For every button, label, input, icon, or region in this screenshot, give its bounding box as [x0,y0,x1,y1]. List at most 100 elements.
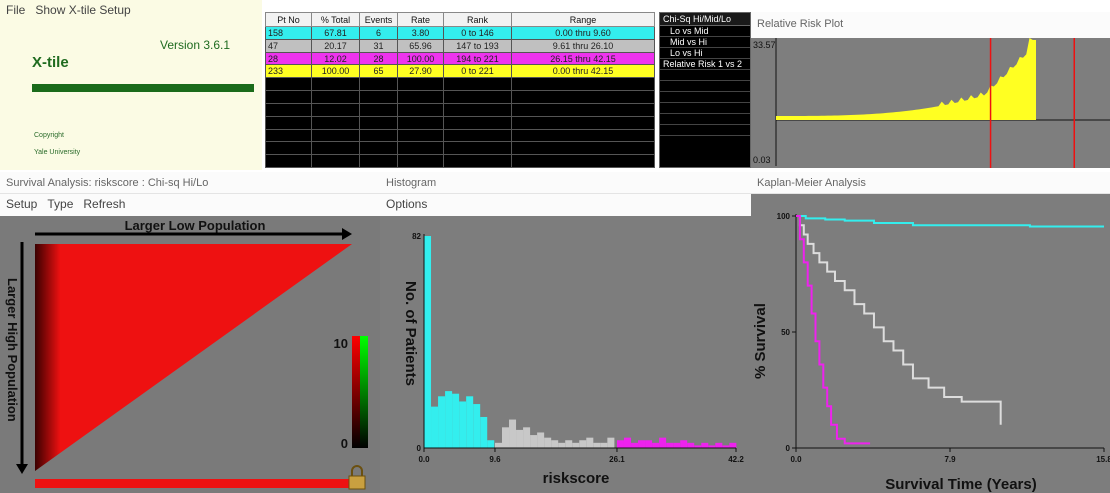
cell-events: 28 [359,51,398,66]
histogram-bar [715,442,723,448]
university-label: Yale University [34,149,81,156]
menu-type[interactable]: Type [47,197,74,211]
histogram-bar [607,437,615,448]
histogram-bar [694,445,702,448]
table-row[interactable]: 28 12.02 28 100.00 194 to 221 26.15 thru… [265,51,655,66]
km-survival-curves [796,215,1104,445]
cell-pt-no: 47 [265,38,312,53]
cell-rank: 0 to 221 [443,64,512,79]
col-pct-total[interactable]: % Total [311,12,360,27]
app-panel: File Show X-tile Setup Version 3.6.1 X-t… [0,0,262,170]
xtile-triangle-plot[interactable]: Larger Low Population Larger High Popula… [0,216,380,493]
col-rank[interactable]: Rank [443,12,512,27]
cell-range: 0.00 thru 42.15 [511,64,655,79]
km-y-tick-label: 0 [786,444,791,453]
cell-rank: 147 to 193 [443,38,512,53]
relative-risk-plot[interactable]: 33.57 0.03 [751,38,1110,168]
relative-risk-window: Relative Risk Plot 33.57 0.03 [751,12,1110,168]
bottom-slider-bar[interactable] [35,479,350,488]
histogram-bar [544,437,552,448]
cell-pt-no: 28 [265,51,312,66]
survival-analysis-window: Survival Analysis: riskscore : Chi-sq Hi… [0,172,380,493]
cell-events: 6 [359,26,398,40]
histogram-bar [652,442,660,448]
histogram-menu: Options [380,194,751,216]
km-header: Kaplan-Meier Analysis [751,172,1110,194]
histogram-bar [666,442,674,448]
histogram-plot[interactable]: 0.0 9.6 26.1 42.2 0 82 No. of Patients risksc… [380,216,751,493]
histogram-bar [708,445,716,448]
col-range[interactable]: Range [511,12,655,27]
rr-ymin-label: 0.03 [753,155,771,165]
chi-item-lo-vs-mid[interactable]: Lo vs Mid [660,26,750,37]
menu-options[interactable]: Options [386,197,428,211]
xtile-triangle[interactable] [35,244,352,471]
population-table: Pt No % Total Events Rate Rank Range 158… [265,12,655,168]
survival-menu: Setup Type Refresh [0,194,380,216]
chi-item-mid-vs-hi[interactable]: Mid vs Hi [660,37,750,48]
cell-rate: 65.96 [397,38,444,53]
cell-rate: 27.90 [397,64,444,79]
hist-y-tick-label: 0 [417,444,422,453]
histogram-bar [431,406,439,448]
app-title: X-tile [32,54,69,71]
col-pt-no[interactable]: Pt No [265,12,312,27]
histogram-bar [623,437,632,448]
histogram-bar [680,440,688,448]
table-row[interactable]: 47 20.17 31 65.96 147 to 193 9.61 thru 2… [265,38,655,53]
histogram-bar [616,440,624,448]
cell-pt-no: 158 [265,26,312,40]
cell-pt-no: 233 [265,64,312,79]
col-events[interactable]: Events [359,12,398,27]
empty-row [265,141,655,156]
histogram-bar [424,236,432,448]
menu-file[interactable]: File [6,3,26,17]
km-series-line [796,215,1104,228]
menu-setup[interactable]: Setup [6,197,38,211]
lock-icon[interactable] [348,465,366,490]
km-x-label: Survival Time (Years) [885,476,1036,493]
scale-min-label: 0 [341,436,348,451]
chi-empty-row [660,114,750,125]
histogram-bar [579,440,587,448]
histogram-bar [593,442,601,448]
empty-row [265,102,655,117]
histogram-bar [445,391,453,448]
histogram-bar [673,442,681,448]
relative-risk-title: Relative Risk Plot [751,12,1110,38]
chi-empty-row [660,103,750,114]
histogram-bar [645,440,653,448]
table-row[interactable]: 233 100.00 65 27.90 0 to 221 0.00 thru 4… [265,64,655,79]
histogram-bar [502,427,510,448]
empty-row [265,115,655,130]
histogram-bars [424,236,737,448]
table-header-row: Pt No % Total Events Rate Rank Range [265,12,655,27]
menu-show-setup[interactable]: Show X-tile Setup [35,3,131,17]
hist-y-tick-label: 82 [412,232,421,241]
histogram-window: Histogram Options 0.0 9.6 26.1 42.2 0 82 No. … [380,172,751,493]
empty-row [265,128,655,143]
survival-header: Survival Analysis: riskscore : Chi-sq Hi… [0,172,380,216]
chi-list-header[interactable]: Chi-Sq Hi/Mid/Lo [660,13,750,26]
km-series-line [796,215,871,445]
cell-pct-total: 20.17 [311,38,360,53]
chi-empty-row [660,70,750,81]
histogram-bar [537,432,545,448]
km-plot[interactable]: 0.0 7.9 15.8 0 50 100 % Survival Survival Tim… [751,194,1110,493]
chi-item-lo-vs-hi[interactable]: Lo vs Hi [660,48,750,59]
version-label: Version 3.6.1 [160,38,231,52]
table-row[interactable]: 158 67.81 6 3.80 0 to 146 0.00 thru 9.60 [265,26,655,40]
cell-events: 31 [359,38,398,53]
top-arrowhead [342,228,352,240]
col-rate[interactable]: Rate [397,12,444,27]
km-series-line [796,215,1002,425]
hist-x-tick-label: 42.2 [728,455,744,464]
chi-item-relative-risk[interactable]: Relative Risk 1 vs 2 [660,59,750,70]
progress-bar [32,84,254,92]
chi-empty-row [660,92,750,103]
hist-x-label: riskscore [543,470,610,487]
larger-high-population-label: Larger High Population [5,278,20,422]
histogram-bar [480,416,488,448]
menu-refresh[interactable]: Refresh [83,197,126,211]
cell-pct-total: 12.02 [311,51,360,66]
